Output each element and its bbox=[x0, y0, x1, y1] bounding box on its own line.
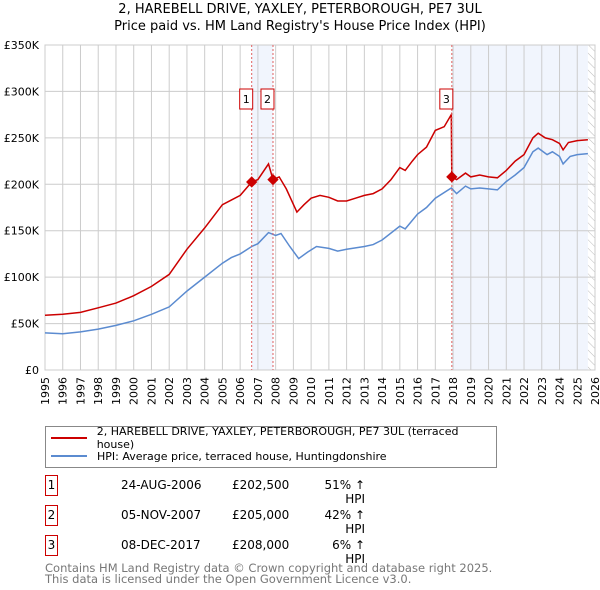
chart-subtitle: Price paid vs. HM Land Registry's House … bbox=[114, 19, 486, 34]
red-line-swatch bbox=[51, 437, 87, 439]
x-tick-label: 2007 bbox=[252, 377, 265, 405]
sale-label: 2 bbox=[264, 93, 271, 106]
sale-date: 08-DEC-2017 bbox=[121, 538, 201, 552]
x-tick-label: 2015 bbox=[394, 377, 407, 405]
sale-price: £208,000 bbox=[232, 538, 290, 552]
x-tick-label: 2017 bbox=[429, 377, 442, 405]
x-tick-label: 2026 bbox=[589, 377, 600, 405]
x-tick-label: 2023 bbox=[536, 377, 549, 405]
x-tick-label: 1998 bbox=[92, 377, 105, 405]
marker-badge: 2 bbox=[45, 505, 58, 526]
x-tick-label: 2000 bbox=[128, 377, 141, 405]
x-tick-label: 2021 bbox=[500, 377, 513, 405]
x-tick-label: 2013 bbox=[358, 377, 371, 405]
x-tick-label: 2020 bbox=[483, 377, 496, 405]
hpi-delta: 6% ↑ HPI bbox=[332, 538, 365, 566]
sale-price: £202,500 bbox=[232, 478, 290, 492]
x-tick-label: 1996 bbox=[57, 377, 70, 405]
transaction-row: 3 08-DEC-2017 £208,000 6% ↑ HPI bbox=[45, 535, 465, 566]
y-tick-label: £50K bbox=[11, 318, 40, 331]
y-tick-label: £100K bbox=[4, 271, 40, 284]
x-tick-label: 2016 bbox=[412, 377, 425, 405]
footer-copyright: Contains HM Land Registry data © Crown c… bbox=[45, 561, 493, 575]
legend: 2, HAREBELL DRIVE, YAXLEY, PETERBOROUGH,… bbox=[45, 425, 497, 468]
x-tick-label: 1999 bbox=[110, 377, 123, 405]
transaction-row: 1 24-AUG-2006 £202,500 51% ↑ HPI bbox=[45, 475, 465, 506]
y-tick-label: £350K bbox=[4, 39, 40, 52]
x-tick-label: 2025 bbox=[571, 377, 584, 405]
sale-point bbox=[446, 171, 458, 183]
y-tick-label: £250K bbox=[4, 132, 40, 145]
sale-label: 1 bbox=[243, 93, 250, 106]
marker-badge: 1 bbox=[45, 475, 58, 496]
x-tick-label: 2001 bbox=[145, 377, 158, 405]
x-tick-label: 1997 bbox=[74, 377, 87, 405]
x-tick-label: 2011 bbox=[323, 377, 336, 405]
shaded-period bbox=[451, 45, 588, 370]
sale-label-box bbox=[260, 88, 275, 110]
hpi-delta: 42% ↑ HPI bbox=[324, 508, 365, 536]
y-tick-label: £200K bbox=[4, 178, 40, 191]
price-paid-line bbox=[44, 111, 588, 316]
x-tick-label: 2022 bbox=[518, 377, 531, 405]
legend-item-hpi: HPI: Average price, terraced house, Hunt… bbox=[51, 448, 387, 464]
x-tick-label: 2019 bbox=[465, 377, 478, 405]
x-tick-label: 2014 bbox=[376, 377, 389, 405]
hpi-line bbox=[44, 147, 588, 335]
x-tick-label: 2008 bbox=[270, 377, 283, 405]
x-tick-label: 2010 bbox=[305, 377, 318, 405]
x-tick-label: 2004 bbox=[199, 377, 212, 405]
transaction-row: 2 05-NOV-2007 £205,000 42% ↑ HPI bbox=[45, 505, 465, 536]
sale-label: 3 bbox=[443, 93, 450, 106]
sale-price: £205,000 bbox=[232, 508, 290, 522]
y-tick-label: £300K bbox=[4, 85, 40, 98]
blue-line-swatch bbox=[51, 455, 87, 457]
x-tick-label: 2012 bbox=[341, 377, 354, 405]
hpi-delta: 51% ↑ HPI bbox=[324, 478, 365, 506]
legend-label: HPI: Average price, terraced house, Hunt… bbox=[97, 449, 387, 463]
x-tick-label: 2002 bbox=[163, 377, 176, 405]
footer-licence: This data is licensed under the Open Gov… bbox=[45, 572, 412, 586]
x-tick-label: 2006 bbox=[234, 377, 247, 405]
x-tick-label: 1995 bbox=[39, 377, 52, 405]
x-tick-label: 2003 bbox=[181, 377, 194, 405]
y-tick-label: £0 bbox=[25, 364, 39, 377]
x-tick-label: 2018 bbox=[447, 377, 460, 405]
sale-label-box bbox=[239, 88, 254, 110]
x-tick-label: 2005 bbox=[216, 377, 229, 405]
forecast-hatch bbox=[587, 45, 595, 370]
sale-point bbox=[267, 173, 279, 186]
sale-label-box bbox=[439, 88, 454, 110]
sale-date: 24-AUG-2006 bbox=[121, 478, 202, 492]
legend-item-property: 2, HAREBELL DRIVE, YAXLEY, PETERBOROUGH,… bbox=[51, 425, 496, 451]
shaded-period bbox=[251, 45, 273, 370]
x-tick-label: 2024 bbox=[554, 377, 567, 405]
price-chart: 1995 1996 1997 1998 1999 2000 2001 2002 2003 2004… bbox=[4, 39, 600, 405]
chart-title: 2, HAREBELL DRIVE, YAXLEY, PETERBOROUGH,… bbox=[118, 2, 482, 17]
x-tick-label: 2009 bbox=[287, 377, 300, 405]
sale-date: 05-NOV-2007 bbox=[121, 508, 202, 522]
y-tick-label: £150K bbox=[4, 225, 40, 238]
plot-frame bbox=[44, 44, 596, 371]
marker-badge: 3 bbox=[45, 535, 58, 556]
sale-point bbox=[246, 176, 258, 188]
legend-label: 2, HAREBELL DRIVE, YAXLEY, PETERBOROUGH,… bbox=[96, 425, 459, 451]
